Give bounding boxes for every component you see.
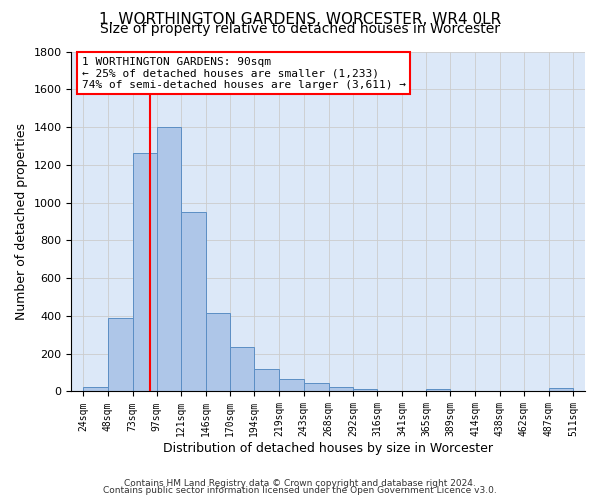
Bar xyxy=(254,369,280,392)
Text: Contains HM Land Registry data © Crown copyright and database right 2024.: Contains HM Land Registry data © Crown c… xyxy=(124,478,476,488)
Bar xyxy=(83,387,107,392)
Text: 1 WORTHINGTON GARDENS: 90sqm
← 25% of detached houses are smaller (1,233)
74% of: 1 WORTHINGTON GARDENS: 90sqm ← 25% of de… xyxy=(82,56,406,90)
Bar xyxy=(280,379,304,392)
Bar xyxy=(353,388,377,392)
Text: Size of property relative to detached houses in Worcester: Size of property relative to detached ho… xyxy=(100,22,500,36)
Text: Contains public sector information licensed under the Open Government Licence v3: Contains public sector information licen… xyxy=(103,486,497,495)
Y-axis label: Number of detached properties: Number of detached properties xyxy=(15,123,28,320)
Bar xyxy=(133,154,157,392)
Bar xyxy=(549,388,573,392)
Bar xyxy=(304,383,329,392)
X-axis label: Distribution of detached houses by size in Worcester: Distribution of detached houses by size … xyxy=(163,442,493,455)
Bar xyxy=(206,313,230,392)
Bar xyxy=(230,347,254,392)
Bar xyxy=(329,387,353,392)
Bar xyxy=(426,388,451,392)
Bar xyxy=(107,318,133,392)
Bar xyxy=(157,127,181,392)
Text: 1, WORTHINGTON GARDENS, WORCESTER, WR4 0LR: 1, WORTHINGTON GARDENS, WORCESTER, WR4 0… xyxy=(99,12,501,28)
Bar xyxy=(181,212,206,392)
